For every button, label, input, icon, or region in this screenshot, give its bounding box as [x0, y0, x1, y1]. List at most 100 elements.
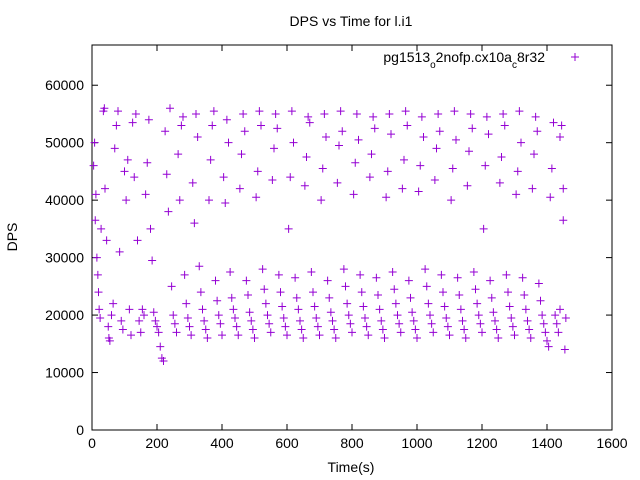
data-point — [377, 316, 386, 325]
data-point — [515, 107, 524, 116]
legend-marker-symbol — [571, 53, 579, 61]
data-point — [291, 273, 300, 282]
data-point — [419, 132, 428, 141]
data-point — [95, 305, 104, 314]
legend-marker — [571, 53, 579, 61]
data-point — [339, 265, 348, 274]
data-point — [320, 109, 329, 118]
data-point — [508, 322, 517, 331]
data-point — [92, 253, 101, 262]
data-point — [338, 127, 347, 136]
y-tick-label: 50000 — [45, 135, 84, 151]
data-point — [504, 288, 512, 297]
data-point — [439, 288, 447, 297]
data-point — [304, 112, 313, 121]
legend-label-part: 2nofp.cx10a — [436, 49, 512, 65]
data-point — [183, 313, 192, 322]
y-axis: 0 10000 20000 30000 40000 50000 60000 — [45, 77, 612, 438]
data-point — [286, 173, 295, 182]
data-point — [341, 282, 350, 291]
data-point — [486, 276, 495, 285]
data-point — [208, 121, 217, 130]
data-point — [434, 109, 443, 118]
data-point — [466, 109, 475, 118]
data-point — [148, 256, 157, 265]
x-axis: 0 200 400 600 800 1000 1200 1400 1600 — [88, 45, 628, 451]
data-point — [447, 196, 456, 205]
data-point — [294, 305, 303, 314]
data-point — [140, 311, 148, 320]
data-point — [463, 181, 472, 190]
data-point — [122, 196, 131, 205]
data-point — [333, 178, 342, 187]
data-point — [201, 325, 210, 334]
data-point — [244, 290, 252, 299]
data-point — [313, 322, 322, 331]
data-point — [109, 299, 118, 308]
data-point — [445, 331, 454, 340]
data-point — [361, 313, 369, 322]
data-point — [252, 193, 261, 202]
data-point — [560, 345, 569, 354]
data-point — [336, 107, 345, 116]
legend-label: pg1513o2nofp.cx10ac8r32 — [383, 49, 545, 71]
data-point — [344, 311, 353, 320]
data-point — [432, 144, 441, 153]
data-point — [100, 104, 109, 113]
data-point — [127, 331, 135, 340]
data-point — [352, 109, 361, 118]
data-point — [203, 334, 212, 343]
data-point — [455, 290, 464, 299]
data-point — [317, 196, 326, 205]
data-point — [91, 190, 100, 199]
x-axis-label: Time(s) — [328, 459, 375, 475]
data-point — [557, 121, 566, 130]
data-point — [281, 322, 290, 331]
data-point — [482, 112, 491, 121]
data-point — [497, 153, 506, 162]
data-point — [115, 247, 124, 256]
data-point — [257, 121, 265, 130]
data-point — [279, 313, 288, 322]
data-point — [174, 150, 183, 159]
data-point — [492, 325, 501, 334]
x-tick-label: 200 — [145, 435, 169, 451]
data-point — [424, 299, 433, 308]
data-point — [547, 164, 556, 173]
data-point — [172, 328, 181, 337]
data-point — [533, 127, 542, 136]
data-point — [495, 178, 504, 187]
data-point — [154, 328, 163, 337]
data-point — [193, 132, 202, 141]
y-tick-label: 60000 — [45, 77, 84, 93]
data-point — [325, 293, 334, 302]
data-point — [213, 296, 222, 305]
data-point — [187, 331, 196, 340]
data-point — [489, 308, 498, 317]
data-point — [250, 334, 259, 343]
data-point — [510, 331, 519, 340]
data-point — [362, 322, 371, 331]
data-point — [90, 138, 99, 147]
data-point — [287, 107, 296, 116]
data-point — [559, 216, 568, 225]
y-tick-label: 40000 — [45, 192, 84, 208]
data-point — [468, 124, 477, 133]
data-point — [326, 308, 335, 317]
data-point — [180, 270, 189, 279]
data-point — [224, 138, 233, 147]
data-point — [443, 322, 452, 331]
data-point — [372, 273, 381, 282]
data-point — [102, 236, 111, 245]
data-point — [240, 127, 249, 136]
data-point — [156, 342, 165, 351]
data-point — [89, 161, 98, 170]
legend-label-subscript: o — [430, 60, 436, 71]
data-point — [544, 342, 553, 351]
data-point — [370, 124, 379, 133]
data-point — [487, 293, 496, 302]
data-point — [507, 313, 516, 322]
legend-label-subscript: c — [512, 60, 517, 71]
data-point — [323, 276, 332, 285]
data-point — [214, 311, 223, 320]
